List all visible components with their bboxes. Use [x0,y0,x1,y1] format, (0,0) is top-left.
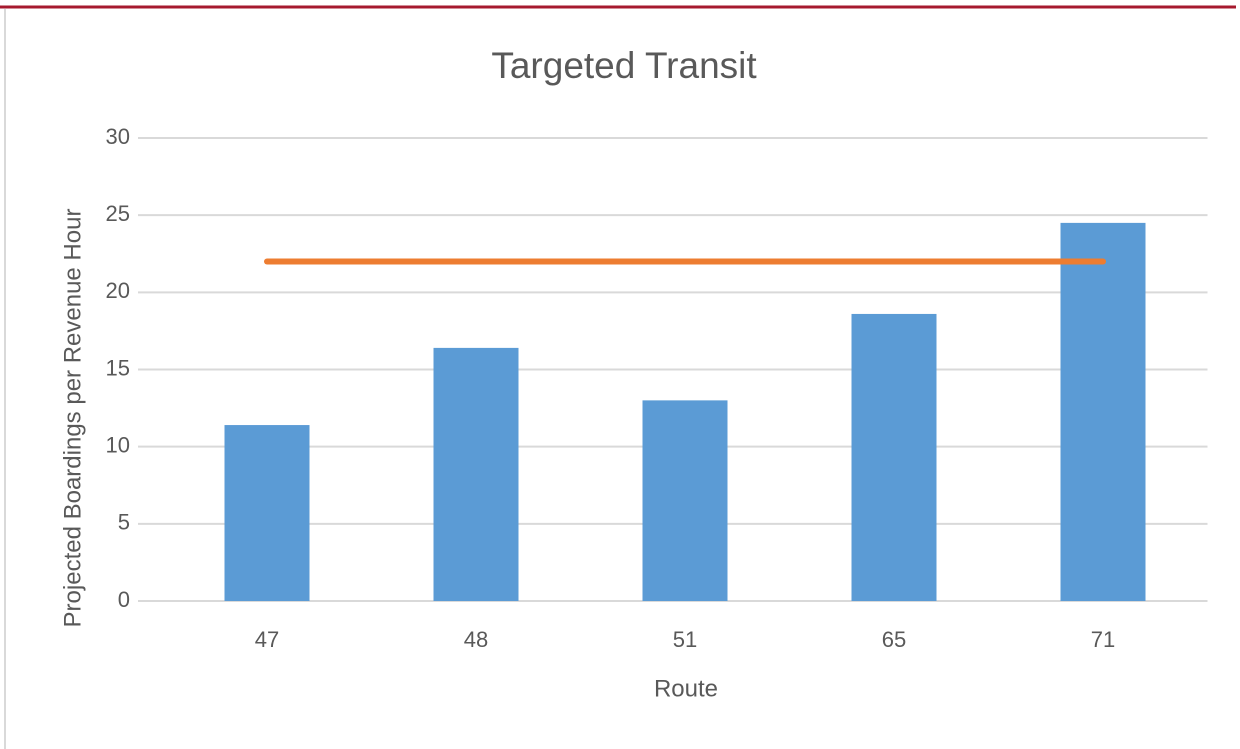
y-axis-title: Projected Boardings per Revenue Hour [59,209,86,628]
bar [1060,222,1146,601]
bar [642,400,728,601]
x-tick-label: 51 [673,627,697,652]
y-tick-label: 25 [106,201,130,226]
y-tick-label: 0 [118,587,130,612]
bar [851,313,937,601]
y-tick-label: 30 [106,124,130,149]
bar [224,425,310,601]
chart-title: Targeted Transit [491,45,757,86]
x-tick-label: 71 [1091,627,1115,652]
bar [433,347,519,601]
marks [224,222,1146,601]
x-axis-title: Route [654,675,718,702]
y-tick-label: 10 [106,432,130,457]
y-tick-label: 5 [118,510,130,535]
x-tick-label: 65 [882,627,906,652]
x-tick-label: 48 [464,627,488,652]
x-tick-label: 47 [255,627,279,652]
y-tick-label: 20 [106,278,130,303]
y-tick-label: 15 [106,355,130,380]
